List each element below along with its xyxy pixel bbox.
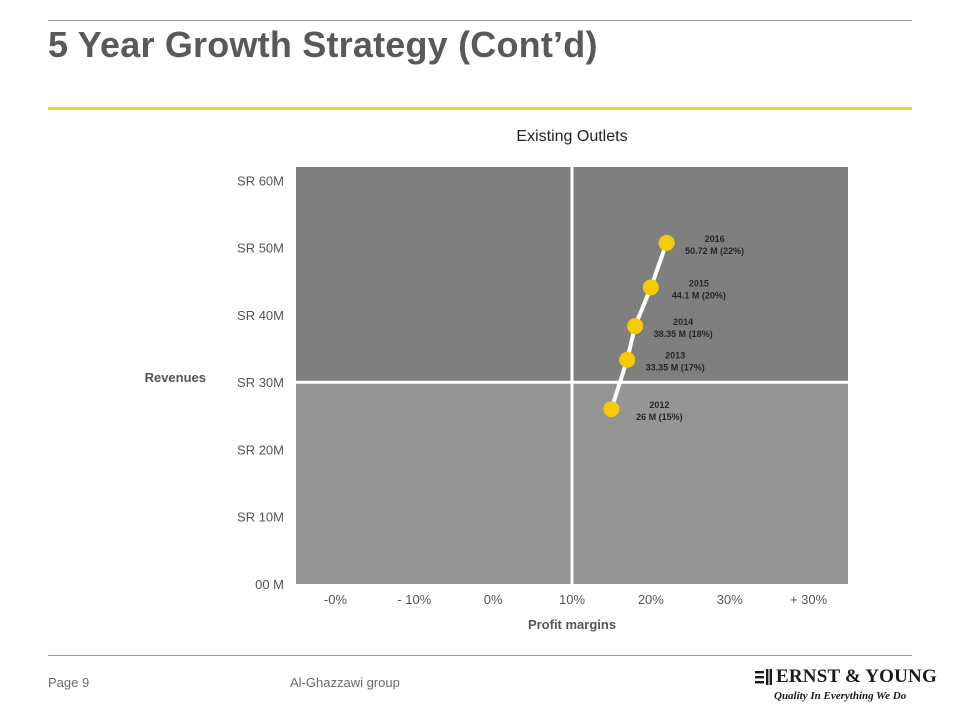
x-tick-label: + 30% [790,592,828,607]
x-tick-label: -0% [324,592,348,607]
title-underline [48,107,912,110]
data-label-year: 2012 [649,400,669,410]
data-label-year: 2015 [689,278,709,288]
x-tick-label: 0% [484,592,503,607]
data-point-2014 [627,318,644,335]
footer-organization: Al-Ghazzawi group [290,675,400,690]
data-label-value: 50.72 M (22%) [685,246,744,256]
data-label-value: 33.35 M (17%) [646,363,705,373]
data-point-2013 [619,351,636,368]
data-point-2015 [642,279,659,296]
data-label-value: 26 M (15%) [636,412,683,422]
x-tick-label: 30% [717,592,743,607]
top-rule [48,20,912,21]
x-tick-label: 20% [638,592,664,607]
y-tick-label: 00 M [255,577,284,592]
data-label-year: 2014 [673,317,693,327]
chart-title: Existing Outlets [516,128,628,145]
x-tick-label: 10% [559,592,585,607]
data-point-2016 [658,234,675,251]
y-tick-label: SR 10M [237,510,284,525]
logo-name: ERNST & YOUNG [776,666,937,687]
y-tick-label: SR 20M [237,442,284,457]
logo-mark-icon [755,669,772,685]
y-tick-label: SR 40M [237,308,284,323]
data-point-2012 [603,401,620,418]
data-label-year: 2013 [665,351,685,361]
x-tick-label: - 10% [397,592,431,607]
data-label-value: 44.1 M (20%) [672,290,726,300]
logo-tagline: Quality In Everything We Do [774,690,907,702]
x-axis-title: Profit margins [528,617,616,632]
page-number: Page 9 [48,675,90,690]
y-tick-label: SR 50M [237,241,284,256]
data-label-year: 2016 [705,234,725,244]
y-tick-label: SR 30M [237,375,284,390]
y-axis-title: Revenues [145,370,206,385]
data-label-value: 38.35 M (18%) [654,329,713,339]
y-tick-label: SR 60M [237,173,284,188]
footer-rule [48,655,912,656]
slide-title: 5 Year Growth Strategy (Cont’d) [48,24,598,65]
ernst-young-logo: ERNST & YOUNG Quality In Everything We D… [752,664,937,708]
